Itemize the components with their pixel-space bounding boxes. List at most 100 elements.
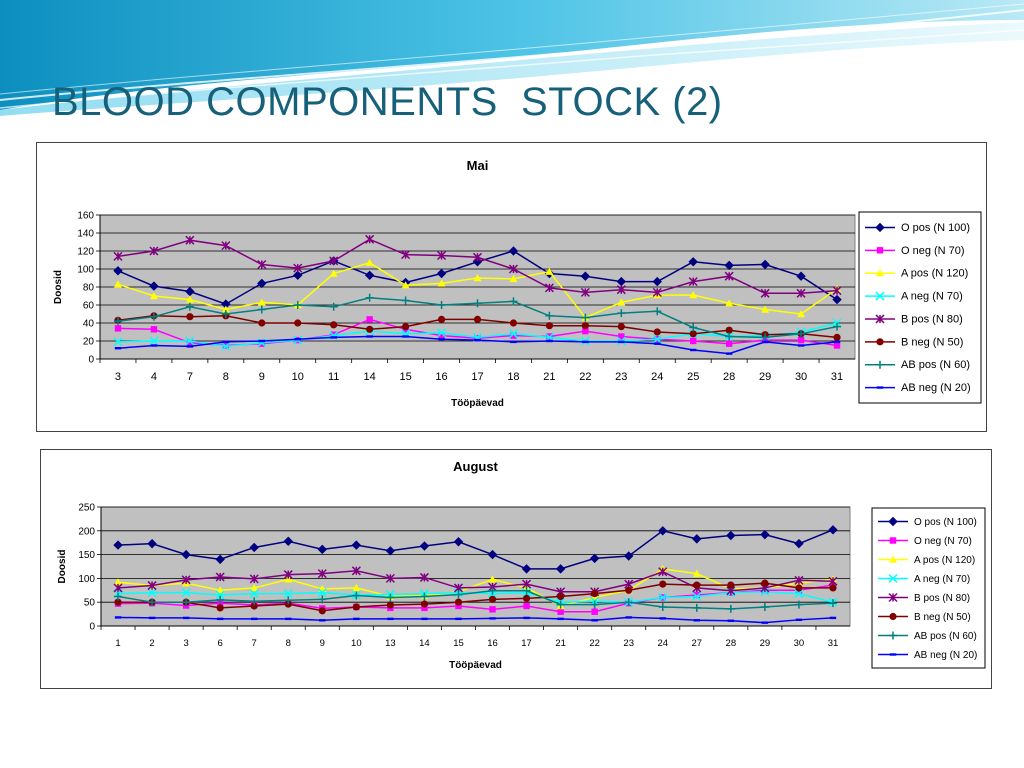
data-point (474, 338, 481, 342)
x-tick-label: 16 (487, 638, 498, 649)
x-tick-label: 1 (115, 638, 120, 649)
data-point (760, 602, 769, 611)
data-point (114, 592, 123, 601)
data-point (257, 259, 267, 270)
data-point (148, 598, 157, 607)
data-point (509, 319, 518, 327)
y-tick-label: 0 (88, 355, 94, 366)
series-line (118, 582, 833, 612)
data-point (623, 551, 634, 561)
data-point (522, 586, 531, 595)
data-point (437, 315, 446, 323)
data-point (453, 537, 464, 547)
data-point (653, 307, 662, 316)
data-point (364, 270, 375, 281)
data-point (692, 569, 701, 577)
data-point (419, 572, 429, 582)
data-point (294, 319, 302, 327)
x-tick-label: 21 (543, 371, 555, 383)
data-point (794, 575, 804, 585)
chart-title: Mai (467, 158, 489, 173)
data-point (761, 305, 770, 313)
data-point (249, 589, 259, 599)
data-point (724, 260, 734, 271)
x-tick-label: 30 (795, 371, 807, 383)
data-point (147, 581, 157, 591)
data-point (365, 293, 374, 302)
data-point (522, 594, 531, 602)
y-tick-label: 100 (77, 265, 94, 276)
x-tick-label: 15 (399, 371, 411, 383)
x-tick-label: 7 (252, 638, 257, 649)
x-tick-label: 17 (471, 371, 483, 383)
data-point (147, 588, 157, 598)
x-tick-label: 14 (419, 638, 430, 649)
data-point (366, 335, 373, 338)
data-point (185, 235, 195, 245)
data-point (317, 544, 328, 555)
legend (871, 507, 986, 669)
data-point (216, 586, 225, 594)
data-point (690, 348, 697, 352)
data-point (258, 319, 266, 327)
legend-marker (876, 269, 884, 277)
data-point (221, 305, 230, 313)
x-tick-label: 30 (794, 638, 805, 649)
data-point (330, 321, 338, 329)
data-point (317, 569, 327, 579)
x-tick-label: 21 (555, 638, 566, 649)
data-point (352, 583, 361, 592)
data-point (366, 325, 374, 333)
data-point (508, 246, 519, 256)
legend-marker (875, 291, 885, 301)
data-point (402, 335, 409, 338)
data-point (387, 617, 394, 621)
data-point (833, 322, 842, 331)
chart-title: August (453, 459, 498, 474)
data-point (186, 345, 194, 348)
data-point (454, 598, 463, 606)
data-point (689, 323, 698, 332)
data-point (257, 305, 266, 314)
data-point (437, 279, 446, 287)
data-point (760, 529, 770, 540)
series-line (117, 570, 833, 593)
x-tick-label: 11 (328, 371, 339, 383)
data-point (454, 590, 463, 599)
data-point (692, 591, 702, 602)
data-point (828, 525, 838, 535)
data-point (724, 271, 734, 281)
data-point (257, 278, 267, 289)
legend-marker (889, 653, 897, 656)
y-tick-label: 60 (83, 301, 95, 312)
legend-label: AB pos (N 60) (901, 359, 970, 371)
data-point (832, 286, 842, 296)
y-tick-label: 150 (78, 550, 95, 561)
data-point (692, 534, 702, 544)
data-point (797, 310, 806, 318)
x-tick-label: 16 (435, 371, 447, 383)
data-point (829, 616, 837, 620)
y-tick-label: 120 (77, 247, 94, 258)
data-point (283, 536, 293, 546)
data-point (436, 268, 447, 279)
data-point (284, 596, 293, 605)
data-point (726, 530, 736, 541)
legend-label: B neg (N 50) (901, 336, 963, 348)
data-point (221, 310, 230, 318)
data-point (473, 315, 482, 323)
data-point (401, 281, 410, 289)
data-point (249, 542, 259, 553)
data-point (488, 575, 497, 583)
data-point (221, 241, 231, 251)
data-point (455, 602, 462, 610)
y-tick-label: 200 (78, 526, 95, 537)
data-point (556, 600, 565, 609)
data-point (489, 617, 496, 620)
x-tick-label: 9 (320, 638, 325, 649)
data-point (509, 297, 518, 306)
data-point (690, 337, 697, 345)
legend-label: O neg (N 70) (901, 245, 965, 257)
series-line (117, 590, 834, 610)
decorative-wave-banner (0, 0, 1024, 116)
